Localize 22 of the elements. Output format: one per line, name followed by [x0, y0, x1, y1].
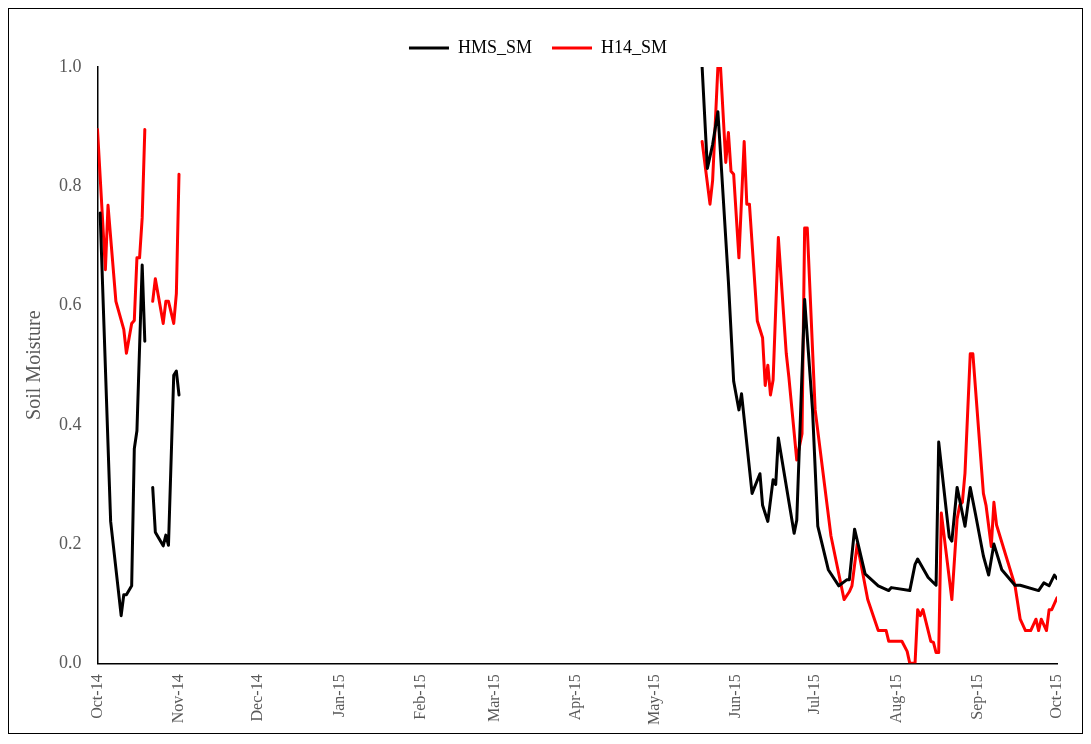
- x-tick-label: Oct-15: [1047, 674, 1065, 719]
- x-tick-label: Jun-15: [726, 674, 744, 718]
- y-tick-label: 0.8: [59, 175, 82, 195]
- y-tick-label: 1.0: [59, 55, 82, 76]
- x-tick-label: May-15: [645, 674, 663, 725]
- y-axis-title: Soil Moisture: [22, 310, 45, 420]
- x-tick-label: Jul-15: [805, 674, 823, 715]
- x-tick-label: Sep-15: [968, 674, 987, 720]
- x-tick-label: Feb-15: [411, 674, 429, 720]
- y-tick-label: 0.0: [59, 652, 82, 673]
- legend-label: H14_SM: [601, 36, 668, 57]
- x-tick-label: Oct-14: [87, 674, 105, 719]
- x-tick-label: Dec-14: [248, 674, 266, 722]
- x-tick-label: Aug-15: [886, 674, 905, 724]
- y-tick-label: 0.2: [59, 532, 82, 553]
- legend-label: HMS_SM: [457, 36, 533, 57]
- x-tick-label: Mar-15: [484, 674, 502, 723]
- x-tick-label: Nov-14: [169, 674, 187, 724]
- x-tick-label: Apr-15: [566, 674, 585, 721]
- x-tick-label: Jan-15: [329, 674, 347, 717]
- y-tick-label: 0.4: [59, 413, 82, 434]
- y-tick-label: 0.6: [59, 294, 82, 315]
